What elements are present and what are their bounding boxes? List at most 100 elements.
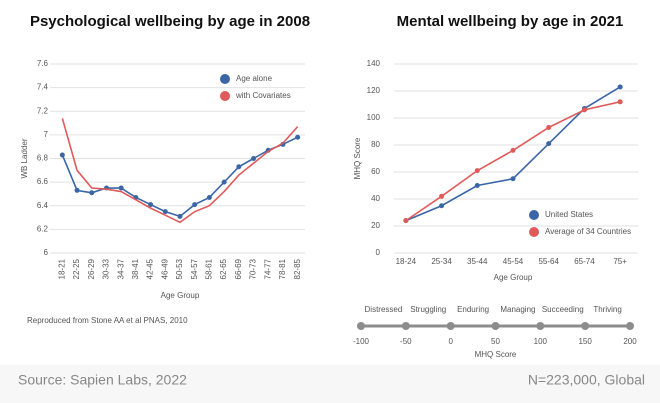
scale-tick <box>536 322 545 330</box>
scale-tick <box>581 322 590 330</box>
series-line <box>61 136 298 218</box>
x-tick-label: 70-73 <box>249 258 258 279</box>
data-point <box>439 193 445 199</box>
x-tick-label: 66-69 <box>234 258 243 279</box>
data-point <box>236 164 242 170</box>
x-tick-label: 50-53 <box>175 258 184 279</box>
data-point <box>148 202 154 208</box>
y-tick-label: 100 <box>367 113 381 122</box>
data-point <box>474 183 480 188</box>
y-tick-label: 80 <box>371 140 380 149</box>
x-tick-label: 65-74 <box>574 257 595 266</box>
y-tick-label: 140 <box>367 59 381 68</box>
y-tick-label: 60 <box>371 167 380 176</box>
data-point <box>295 134 301 140</box>
x-tick-label: 22-25 <box>72 258 81 279</box>
y-tick-label: 7.4 <box>37 83 49 92</box>
y-tick-label: 6.2 <box>37 224 49 233</box>
x-tick-label: 50 <box>491 337 500 346</box>
x-tick-label: 45-54 <box>503 257 524 266</box>
chart-title: Mental wellbeing by age in 2021 <box>397 13 624 30</box>
legend-marker <box>220 91 230 101</box>
x-tick-label: 78-81 <box>278 258 287 279</box>
scale-category: Enduring <box>457 305 489 314</box>
x-tick-label: 150 <box>578 337 592 346</box>
data-point <box>74 187 80 193</box>
note: Reproduced from Stone AA et al PNAS, 201… <box>27 316 188 325</box>
x-axis-title: Age Group <box>161 291 200 300</box>
legend-marker <box>220 74 230 84</box>
x-tick-label: 46-49 <box>160 258 169 279</box>
x-tick-label: 100 <box>534 337 548 346</box>
x-tick-label: 25-34 <box>431 257 452 266</box>
data-point <box>89 190 95 196</box>
scale-category: Managing <box>500 305 535 314</box>
y-axis-title: WB Ladder <box>20 138 29 178</box>
scale-category: Succeeding <box>542 305 584 314</box>
chart-title: Psychological wellbeing by age in 2008 <box>30 13 310 30</box>
scale-tick <box>491 322 500 330</box>
x-tick-label: 200 <box>623 337 637 346</box>
scale-category: Distressed <box>365 305 403 314</box>
legend-label: with Covariates <box>235 91 291 100</box>
x-tick-label: 54-57 <box>190 258 199 279</box>
scale-tick <box>626 322 634 330</box>
legend-label: United States <box>545 210 593 219</box>
x-tick-label: 82-85 <box>293 258 302 279</box>
data-point <box>177 213 183 219</box>
y-tick-label: 120 <box>367 86 381 95</box>
data-point <box>546 141 552 147</box>
data-point <box>192 202 198 208</box>
y-tick-label: 6 <box>44 248 49 257</box>
x-axis-title: MHQ Score <box>475 350 517 359</box>
data-point <box>617 99 623 105</box>
y-tick-label: 7.6 <box>37 59 49 68</box>
x-tick-label: 34-37 <box>116 258 125 279</box>
data-point <box>118 185 124 191</box>
data-point <box>251 156 257 161</box>
legend-label: Age alone <box>236 74 273 83</box>
x-tick-label: 18-21 <box>57 258 66 279</box>
x-tick-label: 75+ <box>613 257 627 266</box>
x-tick-label: 38-41 <box>131 258 140 279</box>
scale-tick <box>357 322 365 330</box>
x-tick-label: 30-33 <box>102 258 111 279</box>
data-point <box>510 147 516 153</box>
sample-size: N=223,000, Global <box>528 372 645 388</box>
x-tick-label: 35-44 <box>467 257 488 266</box>
source: Source: Sapien Labs, 2022 <box>18 372 187 388</box>
footer-band <box>0 365 660 403</box>
x-tick-label: 74-77 <box>263 258 272 279</box>
y-tick-label: 7.2 <box>37 106 49 115</box>
series-line <box>61 118 299 224</box>
x-tick-label: 42-45 <box>146 258 155 279</box>
y-tick-label: 20 <box>371 221 380 230</box>
x-tick-label: 0 <box>448 337 453 346</box>
y-tick-label: 40 <box>371 194 380 203</box>
y-tick-label: 0 <box>376 248 381 257</box>
series-line <box>405 101 621 222</box>
scale-category: Thriving <box>593 305 621 314</box>
scale-tick <box>446 322 455 330</box>
x-axis-title: Age Group <box>494 273 533 282</box>
legend-marker <box>529 227 539 237</box>
x-tick-label: 18-24 <box>396 257 417 266</box>
data-point <box>581 107 587 113</box>
y-tick-label: 6.8 <box>37 154 49 163</box>
data-point <box>439 203 445 209</box>
x-tick-label: 55-64 <box>538 257 559 266</box>
data-point <box>59 152 65 158</box>
y-axis-title: MHQ Score <box>353 137 362 179</box>
x-tick-label: 58-61 <box>205 258 214 279</box>
data-point <box>162 209 168 215</box>
data-point <box>510 176 516 182</box>
y-tick-label: 6.6 <box>37 177 49 186</box>
data-point <box>546 124 552 130</box>
legend-label: Average of 34 Countries <box>545 227 631 236</box>
data-point <box>617 84 623 90</box>
y-tick-label: 6.4 <box>37 201 49 210</box>
series-line <box>405 86 621 222</box>
scale-category: Struggling <box>410 305 446 314</box>
scale-tick <box>401 322 410 330</box>
